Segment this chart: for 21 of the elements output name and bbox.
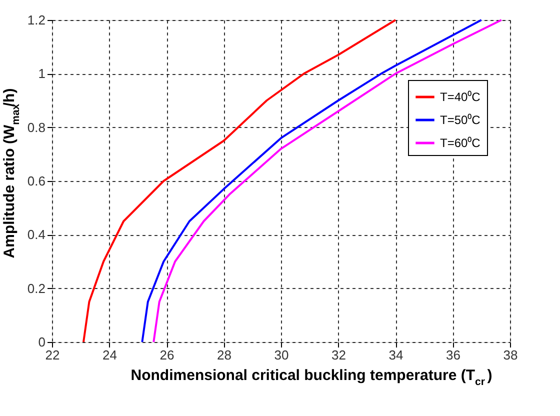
legend-label: T=50⁰C <box>440 113 481 127</box>
x-tick-label: 34 <box>388 348 404 362</box>
legend-label: T=40⁰C <box>440 90 481 104</box>
line-series <box>82 19 396 343</box>
x-tick-label: 32 <box>332 348 346 362</box>
x-tick-label: 36 <box>446 348 460 362</box>
y-tick-label: 1.2 <box>27 12 46 28</box>
x-tick-label: 22 <box>45 348 60 362</box>
x-tick-label: 38 <box>503 348 518 362</box>
x-tick-label: 28 <box>217 348 232 362</box>
y-tick-label: 0 <box>38 334 46 350</box>
x-tick-label: 26 <box>160 348 174 362</box>
y-tick-label: 0.4 <box>27 227 46 242</box>
x-tick-label: 24 <box>102 348 117 362</box>
y-tick-label: 0.8 <box>27 120 46 135</box>
x-tick-label: 30 <box>274 348 289 362</box>
y-tick-label: 1 <box>38 66 46 82</box>
legend-label: T=60⁰C <box>440 136 481 150</box>
y-axis-title: Amplitude ratio (Wmax/h) <box>1 88 22 258</box>
y-tick-label: 0.2 <box>27 280 46 296</box>
y-tick-label: 0.6 <box>27 174 46 188</box>
